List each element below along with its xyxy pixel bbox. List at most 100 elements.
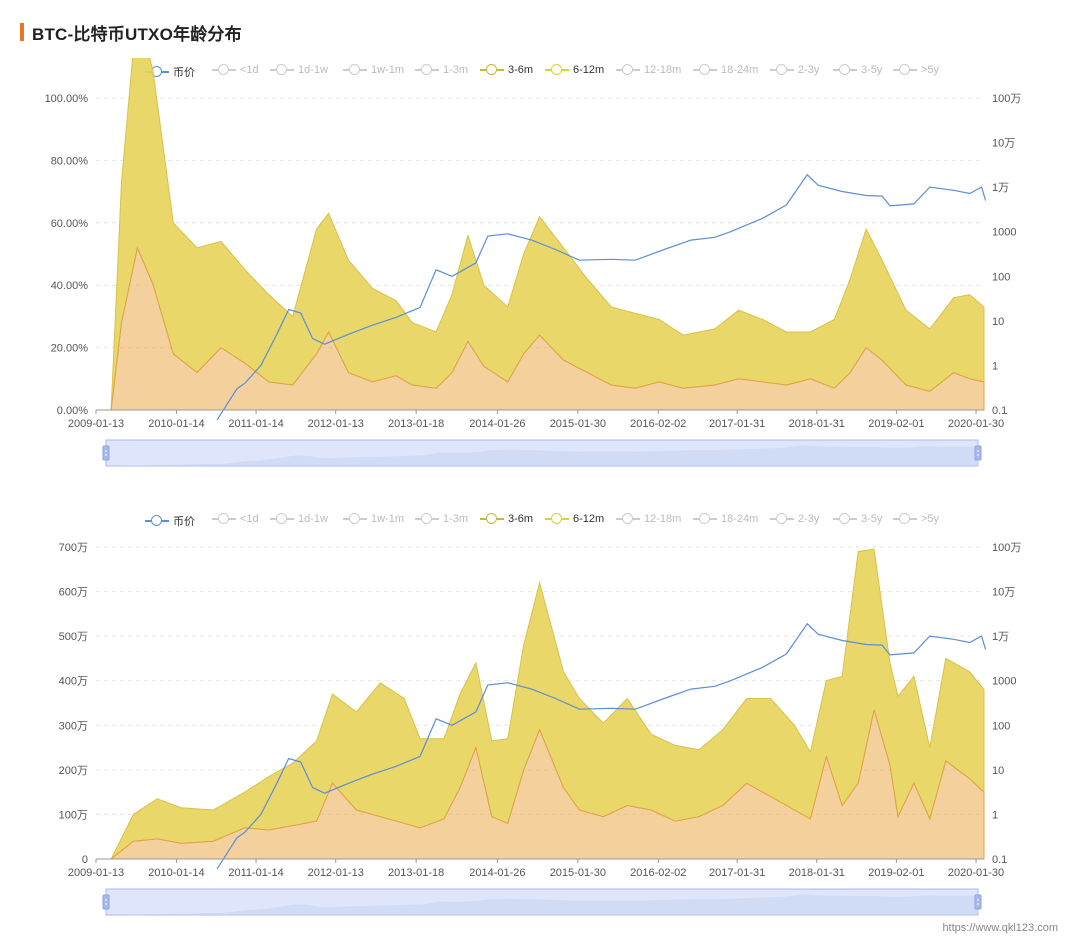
x-tick-label: 2019-02-01 [868, 867, 924, 879]
legend-label: 3-6m [508, 64, 534, 76]
y-right-tick-label: 100 [992, 720, 1010, 732]
watermark: https://www.qkl123.com [942, 922, 1058, 934]
y-right-tick-label: 100万 [992, 542, 1021, 554]
legend-marker-icon [212, 64, 236, 76]
zoom-preview [106, 445, 980, 466]
legend-item-3[interactable]: 1w-1m [343, 513, 404, 525]
legend: 币价 <1d 1d-1w 1w-1m 1-3m 3-6m 6-12m 12-18m 18-24m… [0, 64, 1080, 80]
y-right-tick-label: 0.1 [992, 854, 1007, 866]
legend-item-2[interactable]: 1d-1w [270, 513, 328, 525]
y-right-tick-label: 1万 [992, 182, 1009, 194]
y-left-tick-label: 60.00% [51, 218, 89, 230]
legend-marker-icon [693, 64, 717, 76]
legend-marker-icon [770, 64, 794, 76]
x-tick-label: 2013-01-18 [388, 418, 444, 430]
legend-marker-icon [415, 64, 439, 76]
legend-item-8[interactable]: 18-24m [693, 513, 758, 525]
legend-label: 2-3y [798, 64, 820, 76]
y-left-tick-label: 400万 [59, 676, 88, 688]
legend-label: 币价 [173, 516, 195, 528]
legend-item-11[interactable]: >5y [893, 513, 939, 525]
legend-item-4[interactable]: 1-3m [415, 513, 468, 525]
legend-item-5[interactable]: 3-6m [480, 513, 533, 525]
y-left-tick-label: 200万 [59, 765, 88, 777]
legend-marker-icon [145, 515, 169, 527]
y-right-tick-label: 10 [992, 765, 1004, 777]
chart-panel-percentage: 币价 <1d 1d-1w 1w-1m 1-3m 3-6m 6-12m 12-18m 18-24m… [0, 58, 1080, 478]
y-left-tick-label: 300万 [59, 720, 88, 732]
legend-item-1[interactable]: <1d [212, 513, 259, 525]
x-tick-label: 2015-01-30 [550, 867, 606, 879]
y-left-tick-label: 600万 [59, 587, 88, 599]
legend-label: 3-5y [861, 64, 883, 76]
y-left-tick-label: 20.00% [51, 343, 89, 355]
legend-marker-icon [212, 513, 236, 525]
x-tick-label: 2011-01-14 [228, 418, 283, 430]
legend-marker-icon [270, 513, 294, 525]
legend-item-4[interactable]: 1-3m [415, 64, 468, 76]
legend-marker-icon [616, 513, 640, 525]
x-tick-label: 2013-01-18 [388, 867, 444, 879]
legend-label: 币价 [173, 67, 195, 79]
legend-marker-icon [693, 513, 717, 525]
legend-item-7[interactable]: 12-18m [616, 513, 681, 525]
y-right-tick-label: 10万 [992, 587, 1015, 599]
x-tick-label: 2017-01-31 [709, 418, 765, 430]
legend-marker-icon [616, 64, 640, 76]
y-right-tick-label: 10 [992, 316, 1004, 328]
y-right-tick-label: 0.1 [992, 405, 1007, 417]
legend-item-10[interactable]: 3-5y [833, 513, 882, 525]
legend-item-9[interactable]: 2-3y [770, 64, 819, 76]
x-tick-label: 2016-02-02 [630, 867, 686, 879]
legend-item-0[interactable]: 币价 [145, 64, 195, 80]
zoom-handle-left[interactable] [102, 445, 110, 461]
x-tick-label: 2010-01-14 [148, 418, 204, 430]
zoom-handle-right[interactable] [974, 445, 982, 461]
y-left-tick-label: 0.00% [57, 405, 88, 417]
y-left-tick-label: 80.00% [51, 155, 89, 167]
legend-item-7[interactable]: 12-18m [616, 64, 681, 76]
legend-label: 12-18m [644, 64, 682, 76]
y-left-tick-label: 100.00% [45, 93, 89, 105]
legend-item-3[interactable]: 1w-1m [343, 64, 404, 76]
zoom-handle-right[interactable] [974, 894, 982, 910]
y-left-tick-label: 0 [82, 854, 88, 866]
legend-label: >5y [921, 513, 940, 525]
y-right-tick-label: 100万 [992, 93, 1021, 105]
zoom-handle-left[interactable] [102, 894, 110, 910]
y-right-tick-label: 1万 [992, 631, 1009, 643]
legend-item-2[interactable]: 1d-1w [270, 64, 328, 76]
chart-panel-volume: 币价 <1d 1d-1w 1w-1m 1-3m 3-6m 6-12m 12-18m 18-24m… [0, 507, 1080, 927]
y-right-tick-label: 10万 [992, 138, 1015, 150]
y-right-tick-label: 100 [992, 271, 1010, 283]
price-line [216, 622, 987, 870]
y-right-tick-label: 1 [992, 809, 998, 821]
legend-item-5[interactable]: 3-6m [480, 64, 533, 76]
legend-marker-icon [415, 513, 439, 525]
legend-marker-icon [770, 513, 794, 525]
x-tick-label: 2016-02-02 [630, 418, 686, 430]
y-right-tick-label: 1 [992, 360, 998, 372]
legend-item-9[interactable]: 2-3y [770, 513, 819, 525]
legend-item-8[interactable]: 18-24m [693, 64, 758, 76]
legend-item-6[interactable]: 6-12m [545, 513, 604, 525]
x-tick-label: 2015-01-30 [550, 418, 606, 430]
price-line [216, 173, 987, 421]
legend-label: 18-24m [721, 64, 759, 76]
x-tick-label: 2020-01-30 [948, 867, 1004, 879]
legend-item-0[interactable]: 币价 [145, 513, 195, 529]
legend-marker-icon [833, 513, 857, 525]
page-title: BTC-比特币UTXO年龄分布 [32, 24, 242, 44]
x-tick-label: 2020-01-30 [948, 418, 1004, 430]
legend-item-1[interactable]: <1d [212, 64, 259, 76]
legend-item-6[interactable]: 6-12m [545, 64, 604, 76]
legend-label: 1-3m [443, 513, 469, 525]
legend-label: 6-12m [573, 64, 605, 76]
legend-marker-icon [893, 513, 917, 525]
legend-label: 1d-1w [298, 513, 328, 525]
legend-item-11[interactable]: >5y [893, 64, 939, 76]
legend-item-10[interactable]: 3-5y [833, 64, 882, 76]
y-right-tick-label: 1000 [992, 227, 1016, 239]
legend-label: <1d [240, 513, 259, 525]
x-tick-label: 2014-01-26 [469, 867, 525, 879]
